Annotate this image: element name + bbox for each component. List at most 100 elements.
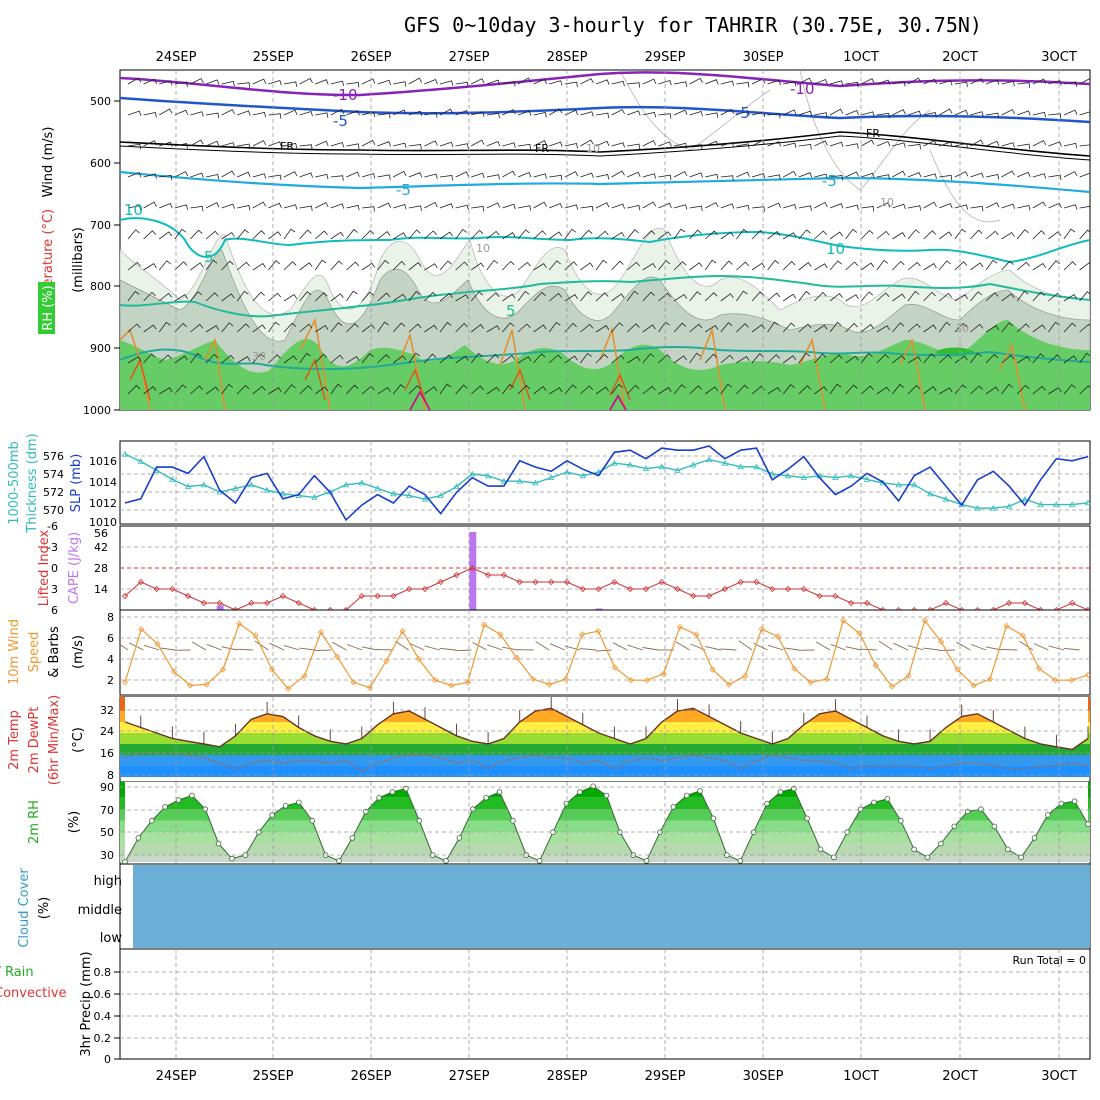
rh-band (120, 843, 1090, 856)
wind-barb (611, 260, 624, 271)
wind-barb (673, 293, 688, 302)
contour-label: FR (866, 127, 880, 140)
wind-barb (798, 385, 812, 395)
rh2m-point (683, 792, 690, 799)
wind-barb (174, 355, 188, 364)
cloud-tick-label: low (100, 931, 123, 946)
lifted-point (816, 592, 823, 600)
wind-barb (751, 291, 764, 302)
wind-barb (548, 387, 563, 395)
wind-barb (205, 140, 220, 147)
wind-barb (236, 261, 250, 271)
freezing-line-2 (120, 135, 1090, 161)
wind-barb (704, 292, 718, 302)
wind-barb (502, 109, 516, 116)
thickness-point (705, 456, 713, 462)
lifted-point (863, 599, 871, 607)
wind-barb (564, 294, 578, 302)
wind-barb (392, 355, 407, 364)
date-label: 1OCT (843, 50, 879, 65)
wind10m-barb (564, 645, 581, 651)
date-label: 3OCT (1041, 1069, 1077, 1084)
wind-barb (954, 109, 969, 116)
wind-barb (1063, 384, 1076, 395)
wind-barb (252, 111, 266, 118)
wind-barb (330, 203, 345, 209)
wind-barb (611, 142, 625, 148)
wind10m-barb (269, 642, 285, 651)
thickness-point (1053, 501, 1060, 507)
wind10m-barb (221, 646, 238, 651)
cloud-ticks: high middle low (78, 874, 123, 946)
wind-barb (1048, 79, 1062, 86)
thickness-point (437, 492, 444, 498)
lifted-point (169, 585, 176, 593)
wind-barb (346, 171, 360, 178)
wind-barb (174, 261, 188, 271)
lifted-point (658, 578, 665, 586)
wind-barb (221, 231, 235, 240)
wind-barb (564, 322, 577, 333)
wind-barb (1063, 228, 1076, 240)
wind-barb (736, 290, 748, 302)
wind-barb (736, 110, 750, 116)
thickness-tick-label: 570 (43, 504, 64, 517)
lifted-point (769, 585, 776, 593)
wind-barb (377, 354, 390, 364)
wind-barb (907, 229, 920, 240)
wind-barb (705, 112, 719, 118)
wind10m-tick-label: 8 (107, 611, 114, 624)
wind-barb (283, 228, 296, 240)
wind10m-barb (893, 642, 909, 651)
cloud-tick-label: high (94, 874, 122, 889)
wind-barb (907, 356, 922, 364)
lifted-point (879, 606, 886, 610)
wind10m-barb (720, 648, 737, 651)
date-label: 28SEP (547, 50, 588, 65)
rh2m-point (697, 788, 703, 794)
wind10m-point (399, 628, 406, 635)
lifted-point (1053, 606, 1060, 610)
wind-barb (798, 77, 813, 85)
wind-barb (517, 143, 531, 150)
lifted-index-line (124, 567, 1089, 610)
wind-barb (1016, 229, 1029, 240)
wind-barb (517, 205, 532, 211)
rh2m-point (296, 799, 302, 806)
rh-mask (125, 782, 1088, 862)
pressure-axis: 500 600 700 800 900 1000 (83, 95, 120, 417)
wind-barb (720, 108, 735, 116)
temp2m-panel: 32 24 16 8 2m Temp 2m DewPt (6hr Min/Max) (… (7, 695, 1091, 785)
wind-barb (1032, 324, 1046, 333)
wind-barb (393, 81, 407, 87)
thickness-point (642, 465, 650, 471)
wind-barb (361, 291, 374, 302)
lifted-tick-label: -6 (47, 520, 58, 533)
wind-barb (1016, 290, 1029, 302)
wind-barb (876, 140, 891, 147)
wind-barb (767, 174, 781, 180)
wind-barb (252, 291, 265, 302)
wind-barb (923, 324, 937, 333)
wind-barb (673, 81, 688, 87)
cape-tick-label: 42 (94, 541, 108, 554)
wind10m-barb (956, 641, 971, 651)
wind-barb (159, 80, 173, 86)
precip-ticks: 0.8 0.6 0.4 0.2 0 (94, 966, 120, 1066)
wind-barb (127, 290, 140, 302)
wind-barb (627, 143, 641, 150)
wind10m-barb (1063, 647, 1080, 651)
temp2m-ticks: 32 24 16 8 (100, 704, 114, 782)
wind-barb (517, 110, 532, 116)
temp-contour-10 (120, 217, 1090, 264)
rh-band (120, 832, 1090, 844)
wind10m-point (1035, 665, 1043, 672)
wind10m-point (627, 677, 635, 684)
wind10m-point (693, 631, 700, 638)
wind-barb (751, 111, 766, 118)
slp-label: SLP (mb) (69, 454, 84, 513)
upper-air-date-gridlines (175, 70, 1060, 410)
thickness-point (453, 483, 460, 489)
rh2m-point (777, 789, 784, 795)
lifted-point (1037, 606, 1044, 610)
